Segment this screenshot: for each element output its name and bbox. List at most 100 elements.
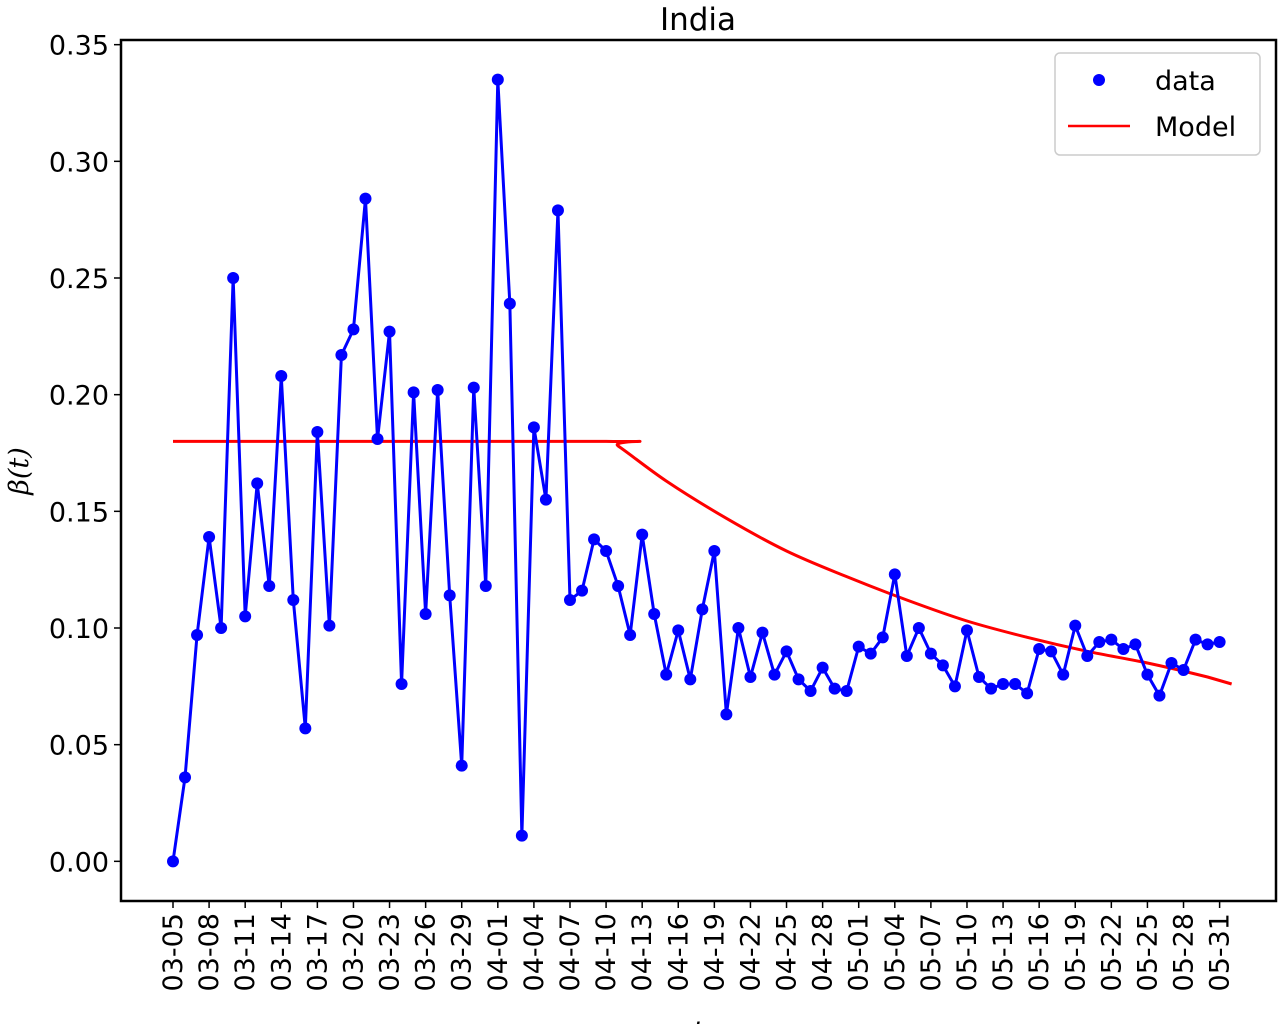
data-point <box>1093 636 1106 648</box>
x-tick-label: 05-04 <box>880 913 911 991</box>
x-tick-label: 03-23 <box>375 913 406 991</box>
x-tick-label: 04-01 <box>483 913 514 991</box>
legend-box <box>1054 52 1261 156</box>
data-point <box>287 594 300 606</box>
data-point <box>756 626 769 639</box>
x-tick-label: 03-11 <box>230 913 261 991</box>
data-point <box>1033 643 1046 655</box>
x-tick-label: 03-05 <box>158 913 189 991</box>
data-line <box>171 79 1220 862</box>
data-point <box>1153 689 1166 702</box>
x-tick-label: 05-25 <box>1132 913 1163 991</box>
data-point <box>1177 664 1190 676</box>
data-point <box>816 661 829 674</box>
x-tick-label: 05-01 <box>844 913 875 991</box>
data-point <box>491 73 504 86</box>
data-point <box>684 673 697 686</box>
data-point <box>311 426 324 438</box>
data-point <box>395 678 408 690</box>
x-tick-label: 05-07 <box>916 913 947 991</box>
x-tick-label: 03-29 <box>447 913 478 991</box>
data-point <box>936 659 949 672</box>
data-point <box>852 640 865 653</box>
data-point <box>227 272 240 284</box>
data-point <box>588 533 601 546</box>
legend: data Model <box>1054 52 1261 156</box>
data-point <box>1069 619 1082 632</box>
data-point <box>648 608 661 620</box>
data-point <box>1021 687 1034 700</box>
data-point <box>251 477 264 490</box>
data-point <box>708 545 721 557</box>
data-point <box>696 603 709 616</box>
data-point <box>624 629 637 641</box>
data-point <box>876 631 889 644</box>
data-point <box>660 668 673 681</box>
x-tick-label: 04-13 <box>627 913 658 991</box>
x-tick-label: 04-19 <box>699 913 730 991</box>
data-point <box>551 204 564 217</box>
data-point <box>299 722 312 735</box>
data-point <box>323 619 336 632</box>
x-tick-label: 05-28 <box>1169 913 1200 991</box>
data-point <box>167 855 179 868</box>
data-point <box>371 433 384 445</box>
data-point <box>455 759 468 772</box>
data-point <box>1213 636 1226 648</box>
x-tick-label: 05-19 <box>1060 913 1091 991</box>
x-tick-label: 03-08 <box>194 913 225 991</box>
data-point <box>263 580 276 592</box>
data-point <box>600 545 613 557</box>
x-tick-label: 04-28 <box>808 913 839 991</box>
y-tick-label: 0.20 <box>49 381 109 412</box>
data-point <box>720 708 733 721</box>
data-point <box>515 829 528 842</box>
x-tick-label: 03-20 <box>338 913 369 991</box>
data-point <box>744 671 757 683</box>
x-tick-label: 04-22 <box>735 913 766 991</box>
data-point <box>239 610 252 623</box>
data-point <box>948 680 961 693</box>
y-tick-label: 0.05 <box>49 731 109 762</box>
data-point <box>973 671 986 683</box>
plot-frame <box>119 38 1278 903</box>
data-point <box>732 622 745 634</box>
data-point <box>612 580 625 592</box>
data-point <box>347 323 360 336</box>
data-point <box>527 421 540 434</box>
data-point <box>407 386 420 399</box>
data-point <box>780 645 793 658</box>
data-point <box>335 349 348 361</box>
data-point <box>1141 668 1154 681</box>
data-point <box>636 528 649 541</box>
y-axis-label: β(t) <box>4 447 35 496</box>
data-point <box>179 771 192 784</box>
x-tick-label: 05-22 <box>1096 913 1127 991</box>
data-point <box>539 493 552 506</box>
data-point <box>563 594 576 606</box>
data-point <box>419 608 432 620</box>
data-point <box>1129 638 1142 651</box>
x-axis-label: t <box>693 1016 704 1024</box>
data-point <box>792 673 805 686</box>
data-point <box>1201 638 1214 651</box>
x-tick-label: 05-16 <box>1024 913 1055 991</box>
x-tick-label: 04-04 <box>519 913 550 991</box>
data-point <box>275 370 288 382</box>
data-point <box>960 624 973 637</box>
legend-data-label: data <box>1155 66 1216 97</box>
data-point <box>900 650 913 662</box>
x-tick-label: 04-16 <box>663 913 694 991</box>
x-tick-label: 04-07 <box>555 913 586 991</box>
data-point <box>1189 633 1202 646</box>
data-point <box>576 584 589 597</box>
y-tick-label: 0.15 <box>49 497 109 528</box>
legend-model-label: Model <box>1155 112 1236 143</box>
legend-data-marker <box>1093 74 1105 86</box>
data-point <box>864 647 877 660</box>
x-tick-label: 05-13 <box>988 913 1019 991</box>
data-point <box>997 678 1010 690</box>
data-point <box>1165 657 1178 669</box>
y-tick-label: 0.10 <box>49 614 109 645</box>
x-tick-label: 03-14 <box>266 913 297 991</box>
